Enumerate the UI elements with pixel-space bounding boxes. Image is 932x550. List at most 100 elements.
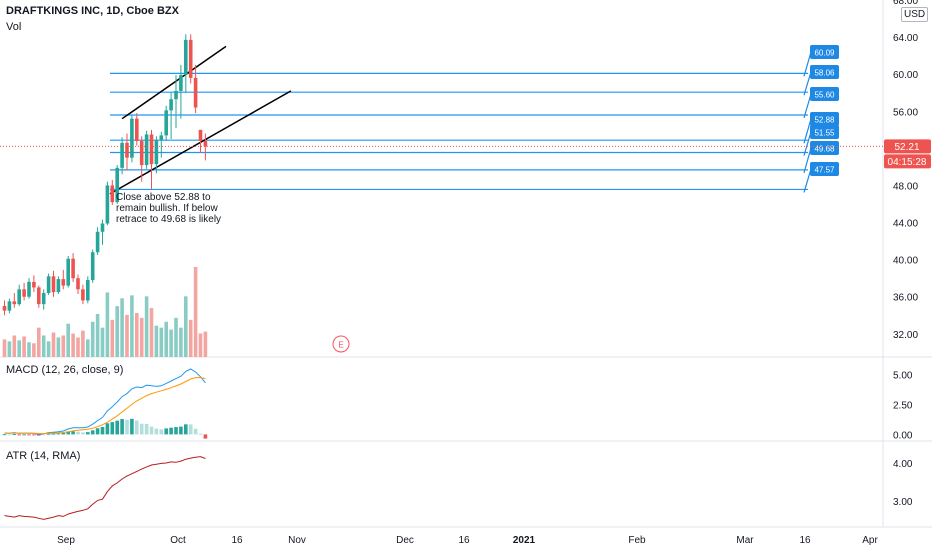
macd-signal-line (4, 376, 206, 435)
macd-histogram-bar (56, 433, 61, 435)
volume-bar (100, 327, 105, 357)
candle-body (32, 281, 36, 288)
macd-histogram-bar (95, 428, 100, 435)
level-connector (803, 51, 812, 77)
volume-bar (174, 317, 178, 357)
level-label-text: 60.09 (814, 49, 835, 58)
candle-body (149, 134, 154, 165)
symbol-title: DRAFTKINGS INC, 1D, Cboe BZX (6, 5, 179, 17)
level-label[interactable] (810, 112, 839, 126)
volume-bar (193, 267, 198, 357)
price-tick-label: 36.00 (893, 293, 918, 304)
volume-bar (125, 314, 129, 357)
volume-bar (12, 335, 17, 357)
level-label[interactable] (810, 87, 839, 101)
countdown-text: 04:15:28 (888, 157, 927, 168)
level-label[interactable] (810, 125, 839, 139)
level-label[interactable] (810, 162, 839, 176)
time-tick-label: Feb (628, 535, 646, 546)
candle-body (90, 252, 95, 281)
candle-body (71, 258, 75, 279)
level-connector (803, 147, 812, 174)
macd-histogram-bar (115, 420, 119, 435)
price-tick-label: 64.00 (893, 33, 918, 44)
volume-bar (41, 335, 46, 357)
level-connector (803, 71, 812, 96)
price-tick-label: 32.00 (893, 330, 918, 341)
candle-body (17, 289, 21, 305)
volume-bar (66, 323, 70, 357)
macd-legend: MACD (12, 26, close, 9) (6, 364, 124, 376)
volume-bar (135, 312, 139, 357)
volume-bar (37, 327, 41, 357)
macd-histogram-bar (193, 428, 198, 435)
macd-histogram-bar (66, 431, 70, 435)
macd-histogram-bar (198, 433, 203, 435)
candle-body (174, 90, 178, 100)
volume-bar (154, 325, 159, 357)
macd-histogram-bar (154, 428, 159, 435)
candle-body (41, 293, 46, 305)
volume-bar (105, 292, 110, 357)
level-label[interactable] (810, 65, 839, 79)
candle-body (184, 39, 188, 76)
candle-body (179, 75, 183, 91)
candle-body (7, 301, 12, 311)
macd-histogram-bar (12, 433, 17, 435)
volume-bar (22, 336, 26, 357)
level-label[interactable] (810, 45, 839, 59)
macd-histogram-bar (90, 430, 95, 435)
macd-histogram-bar (46, 433, 51, 435)
volume-bar (110, 319, 115, 357)
level-label-text: 47.57 (814, 166, 835, 175)
currency-label: USD (901, 7, 929, 22)
price-tick-label: 68.00 (893, 0, 918, 7)
atr-legend: ATR (14, RMA) (6, 450, 81, 462)
level-label-text: 51.55 (814, 129, 835, 138)
candle-body (22, 289, 26, 297)
time-tick-label: 16 (458, 535, 470, 546)
volume-bar (120, 298, 124, 357)
candle-body (2, 306, 7, 311)
volume-bar (81, 330, 85, 357)
volume-bar (7, 341, 12, 357)
macd-histogram-bar (125, 419, 129, 435)
level-label-text: 52.88 (814, 116, 835, 125)
macd-histogram-bar (100, 426, 105, 435)
macd-histogram-bar (164, 428, 168, 435)
volume-bar (203, 331, 208, 357)
macd-histogram-bar (169, 427, 173, 435)
volume-bar (46, 341, 51, 357)
trade-note: Close above 52.88 to remain bullish. If … (116, 192, 222, 225)
macd-histogram-bar (86, 432, 90, 435)
candle-body (81, 289, 85, 301)
macd-tick-label: 5.00 (893, 370, 913, 381)
macd-histogram-bar (174, 427, 178, 435)
level-connector (803, 168, 812, 193)
price-tick-label: 40.00 (893, 256, 918, 267)
candle-body (120, 142, 124, 168)
candle-body (130, 118, 134, 158)
candle-body (12, 301, 17, 305)
time-tick-label: Dec (396, 535, 414, 546)
volume-bar (149, 308, 154, 357)
macd-histogram-bar (7, 434, 12, 436)
price-tick-label: 60.00 (893, 70, 918, 81)
macd-histogram-bar (27, 434, 31, 436)
earnings-marker[interactable] (332, 335, 350, 353)
macd-histogram-bar (41, 434, 46, 436)
candle-body (51, 276, 56, 293)
price-tick-label: 56.00 (893, 107, 918, 118)
volume-bar (198, 333, 203, 357)
macd-histogram-bar (71, 431, 75, 435)
time-tick-label: 16 (799, 535, 811, 546)
time-tick-label: 2021 (513, 535, 536, 546)
channel-upper-line[interactable] (121, 45, 227, 120)
macd-tick-label: 0.00 (893, 430, 913, 441)
level-label[interactable] (810, 141, 839, 155)
candle-body (154, 140, 159, 165)
macd-histogram-bar (120, 419, 124, 435)
candle-body (164, 110, 168, 136)
macd-histogram-bar (17, 434, 21, 436)
